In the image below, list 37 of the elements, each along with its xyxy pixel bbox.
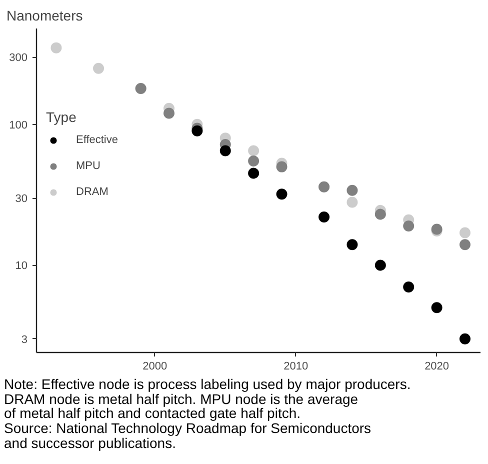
y-tick-label: 30 — [15, 193, 28, 206]
point — [220, 145, 231, 156]
x-tick-label: 2010 — [284, 360, 308, 372]
point — [459, 239, 470, 250]
legend-label: MPU — [76, 160, 100, 172]
point — [248, 145, 260, 156]
point — [318, 212, 330, 223]
point — [276, 161, 288, 172]
point — [374, 208, 386, 220]
y-tick-label: 100 — [9, 119, 28, 132]
y-tick-label: 10 — [15, 260, 28, 272]
point — [93, 62, 104, 74]
point — [459, 227, 470, 238]
source-note: Source: National Technology Roadmap for Semiconductors and successor publications. — [4, 420, 372, 451]
y-tick-label: 3 — [21, 334, 28, 346]
y-axis-title: Nanometers — [6, 8, 83, 24]
point — [163, 108, 174, 119]
point — [346, 239, 358, 250]
legend-title: Type — [46, 109, 78, 125]
point — [403, 220, 414, 232]
point — [248, 168, 260, 179]
point — [374, 260, 386, 271]
point — [403, 282, 414, 293]
point — [431, 302, 442, 314]
y-tick-label: 300 — [9, 52, 28, 64]
x-tick-label: 2000 — [142, 360, 168, 372]
point — [192, 125, 203, 136]
point — [346, 184, 358, 196]
point — [50, 42, 62, 54]
point — [248, 155, 260, 166]
legend-label: DRAM — [76, 186, 108, 198]
point — [346, 196, 358, 208]
point — [276, 188, 288, 200]
point — [459, 333, 470, 344]
x-tick-label: 2020 — [424, 360, 450, 372]
text: Note: Effective node is process labeling used by major producers. DRAM node is metal half pitch. MPU node is the average of metal half pitch and contacted gate half pitch. — [4, 376, 411, 422]
legend-label: Effective — [76, 134, 118, 146]
